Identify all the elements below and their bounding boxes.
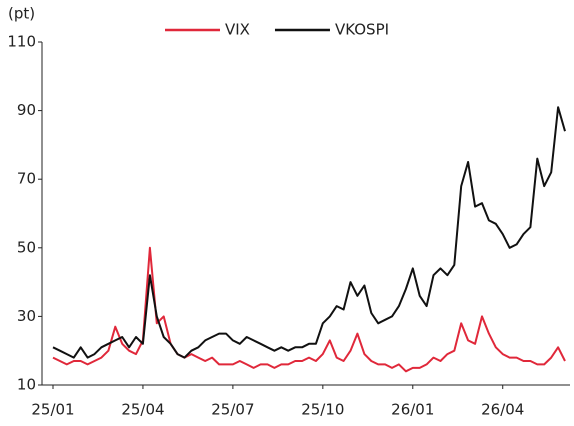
line-series [52,106,566,359]
y-tick-label: 10 [17,376,36,394]
line-series [52,246,566,373]
x-tick-label: 26/01 [391,401,434,419]
y-tick-label: 30 [17,307,36,325]
y-tick-label: 90 [17,101,36,119]
y-tick-label: 50 [17,238,36,256]
x-tick-label: 25/10 [301,401,344,419]
y-tick-label: 110 [7,33,36,51]
x-tick-label: 25/01 [31,401,74,419]
legend-label: VKOSPI [335,21,389,39]
x-tick-label: 26/04 [481,401,524,419]
x-tick-label: 25/07 [211,401,254,419]
x-tick-label: 25/04 [121,401,164,419]
legend-label: VIX [225,21,250,39]
y-tick-label: 70 [17,170,36,188]
y-axis-label: (pt) [8,5,35,23]
